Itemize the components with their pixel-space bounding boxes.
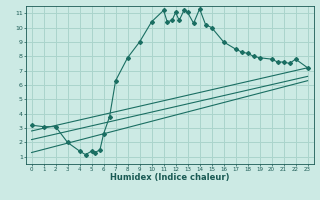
X-axis label: Humidex (Indice chaleur): Humidex (Indice chaleur) [110,173,229,182]
